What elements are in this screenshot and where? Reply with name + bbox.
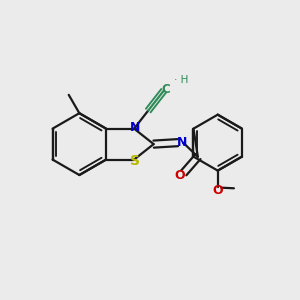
Text: C: C (161, 83, 170, 96)
Text: N: N (130, 121, 140, 134)
Text: N: N (176, 136, 187, 148)
Text: O: O (175, 169, 185, 182)
Text: · H: · H (174, 75, 188, 85)
Text: S: S (130, 154, 140, 168)
Text: O: O (212, 184, 223, 197)
